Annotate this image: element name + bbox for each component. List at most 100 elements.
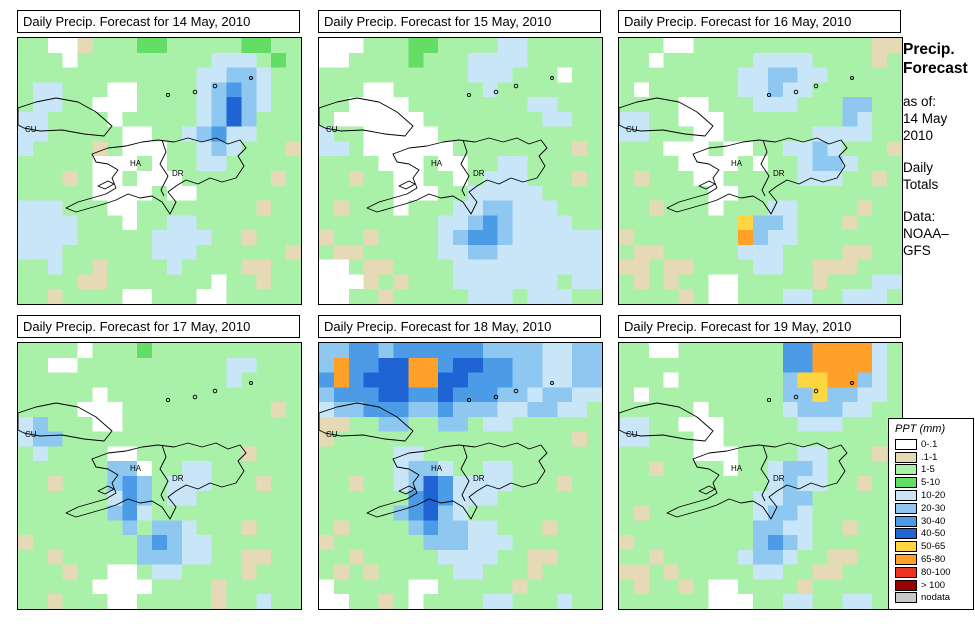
precip-cell [797,230,813,245]
precip-cell [842,52,858,68]
precip-cell [587,520,602,536]
precip-cell [497,535,513,550]
precip-cell [256,505,272,521]
precip-cell [181,200,197,216]
precip-cell [378,446,394,462]
precip-cell [857,244,873,260]
precip-cell [812,259,828,275]
precip-cell [166,156,182,172]
precip-cell [319,490,334,506]
precip-cell [62,126,78,142]
precip-cell [32,97,48,112]
precip-cell [708,67,724,83]
precip-cell [438,141,454,157]
precip-cell [797,126,813,142]
precip-cell [181,156,197,172]
precip-cell [62,111,78,127]
precip-cell [453,289,468,304]
precip-cell [181,274,197,290]
precip-cell [319,259,334,275]
precip-cell [107,230,123,245]
precip-cell [708,274,724,290]
precip-cell [211,97,227,112]
precip-cell [482,549,498,565]
precip-cell [512,67,528,83]
precip-cell [497,126,513,142]
precip-cell [47,387,63,403]
precip-cell [812,549,828,565]
precip-cell [572,126,588,142]
precip-cell [241,402,257,417]
precip-cell [423,372,439,388]
precip-cell [453,97,468,112]
precip-cell [738,215,754,231]
precip-cell [47,171,63,186]
precip-cell [842,274,858,290]
islet [466,397,472,403]
precip-cell [812,97,828,112]
as-of-date-line1: 14 May [903,111,948,126]
precip-grid [619,38,902,304]
precip-cell [857,505,873,521]
precip-cell [107,505,123,521]
precip-cell [92,594,108,609]
precip-cell [271,171,287,186]
precip-cell [782,141,798,157]
precip-cell [152,372,167,388]
precip-cell [542,289,558,304]
precip-cell [542,579,558,595]
precip-cell [423,200,439,216]
precip-cell [872,490,888,506]
precip-cell [122,343,138,358]
precip-cell [363,111,379,127]
precip-cell [241,372,257,388]
precip-cell [497,476,513,491]
precip-cell [393,215,409,231]
precip-cell [872,535,888,550]
precip-cell [348,126,364,142]
precip-cell [587,52,602,68]
islet [766,92,772,98]
precip-cell [887,111,902,127]
precip-cell [857,38,873,53]
precip-cell [181,343,197,358]
precip-cell [633,402,649,417]
precip-cell [767,357,783,373]
precip-cell [648,97,664,112]
precip-cell [62,372,78,388]
precip-cell [348,67,364,83]
precip-cell [18,505,33,521]
precip-cell [378,520,394,536]
precip-cell [122,171,138,186]
precip-cell [271,372,287,388]
precip-cell [663,156,679,172]
precip-cell [812,387,828,403]
precip-cell [678,111,694,127]
precip-cell [152,126,167,142]
precip-cell [181,230,197,245]
precip-cell [827,67,843,83]
precip-cell [542,97,558,112]
legend-entry: 80-100 [895,566,971,579]
precip-cell [211,259,227,275]
precip-cell [62,67,78,83]
precip-cell [633,461,649,477]
legend-label: 10-20 [921,490,946,502]
precip-cell [107,372,123,388]
precip-cell [723,82,739,98]
precip-cell [18,67,33,83]
precip-cell [708,549,724,565]
precip-cell [557,185,573,201]
precip-cell [512,564,528,580]
precip-cell [467,549,483,565]
precip-cell [211,244,227,260]
precip-cell [587,490,602,506]
precip-cell [271,82,287,98]
precip-cell [663,185,679,201]
precip-cell [827,244,843,260]
precip-cell [333,215,349,231]
precip-cell [226,38,242,53]
precip-cell [241,215,257,231]
precip-cell [166,259,182,275]
